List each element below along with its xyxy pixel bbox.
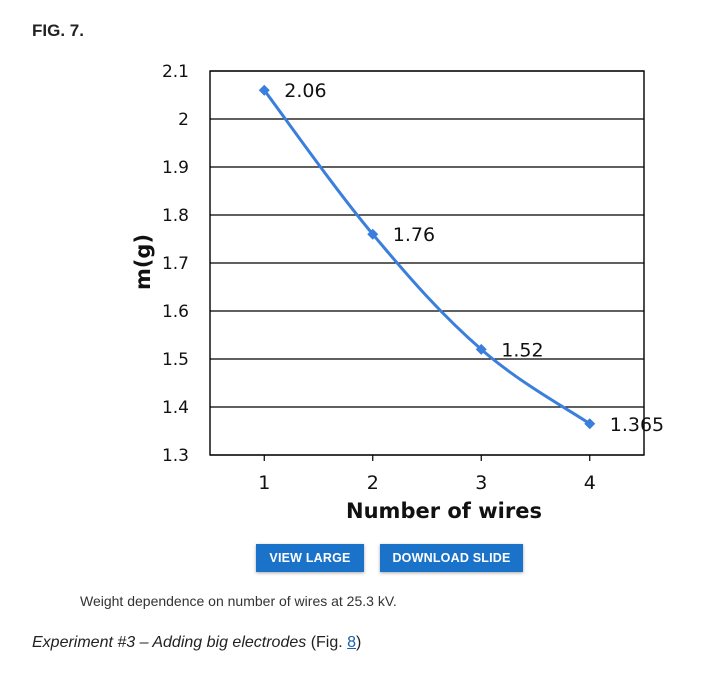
y-tick-label: 1.4 xyxy=(162,398,189,418)
y-tick-label: 1.7 xyxy=(162,254,189,274)
data-labels: 2.06 1.76 1.52 1.365 xyxy=(284,80,664,436)
line-chart: 1.3 1.4 1.5 1.6 1.7 1.8 1.9 2 2.1 1 2 3 4 2.06 1.76 1… xyxy=(131,62,664,523)
y-tick-label: 1.9 xyxy=(162,158,189,178)
x-tick-labels: 1 2 3 4 xyxy=(258,472,596,494)
data-label: 2.06 xyxy=(284,80,326,102)
x-axis-label: Number of wires xyxy=(346,499,542,523)
y-tick-labels: 1.3 1.4 1.5 1.6 1.7 1.8 1.9 2 2.1 xyxy=(162,62,189,466)
figure-8-link[interactable]: 8 xyxy=(347,634,357,651)
figure-caption: Weight dependence on number of wires at … xyxy=(80,593,397,609)
figure-label: FIG. 7. xyxy=(32,21,84,40)
x-tick-label: 3 xyxy=(475,472,487,494)
series xyxy=(258,84,596,430)
y-tick-label: 1.8 xyxy=(162,206,189,226)
y-tick-label: 1.5 xyxy=(162,350,189,370)
x-tick-label: 4 xyxy=(584,472,596,494)
data-label: 1.52 xyxy=(501,339,543,361)
y-tick-label: 1.6 xyxy=(162,302,189,322)
view-large-button[interactable]: VIEW LARGE xyxy=(256,544,364,572)
data-point xyxy=(475,343,487,355)
data-label: 1.76 xyxy=(393,224,435,246)
data-point xyxy=(258,84,270,96)
axes xyxy=(209,70,645,461)
download-slide-button[interactable]: DOWNLOAD SLIDE xyxy=(380,544,523,572)
data-point xyxy=(584,418,596,430)
y-tick-label: 2.1 xyxy=(162,62,189,82)
y-axis-label: m(g) xyxy=(131,234,155,290)
body-paragraph: Experiment #3 – Adding big electrodes (F… xyxy=(32,634,361,652)
x-tick-label: 1 xyxy=(258,472,270,494)
figure-ref-prefix: (Fig. xyxy=(306,634,348,651)
y-tick-label: 1.3 xyxy=(162,446,189,466)
data-point xyxy=(367,228,379,240)
figure-ref-suffix: ) xyxy=(356,634,362,651)
y-tick-label: 2 xyxy=(178,110,189,130)
data-label: 1.365 xyxy=(610,414,664,436)
x-tick-label: 2 xyxy=(367,472,379,494)
series-line xyxy=(263,89,591,426)
plot-border xyxy=(209,70,645,456)
grid-lines xyxy=(210,70,644,456)
experiment-title: Experiment #3 – Adding big electrodes xyxy=(32,634,307,651)
